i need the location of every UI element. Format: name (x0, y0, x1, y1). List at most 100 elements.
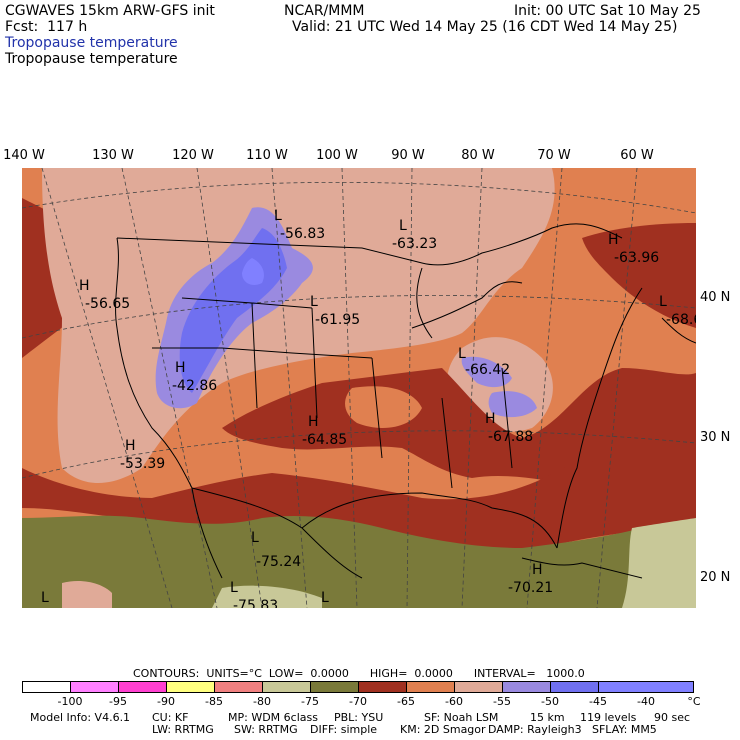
low-marker: L (251, 530, 259, 546)
colorbar-label: -65 (397, 695, 415, 708)
tropopause-temperature-map: H -56.65 L -56.83 L -63.23 H -63.96 L -6… (22, 168, 696, 608)
grid-spacing: 15 km (530, 711, 565, 724)
colorbar-label: -45 (589, 695, 607, 708)
colorbar-label: -100 (57, 695, 83, 708)
shading-minus-50 (488, 391, 537, 418)
lon-label: 140 W (3, 148, 45, 163)
colorbar-label: -75 (301, 695, 319, 708)
colorbar-swatch (454, 681, 503, 693)
vertical-levels: 119 levels (580, 711, 637, 724)
lat-label: 40 N (700, 290, 731, 305)
pbl-scheme: PBL: YSU (334, 711, 384, 724)
marker-value: -56.83 (280, 226, 325, 242)
low-marker: L (399, 218, 407, 234)
damping-option: DAMP: Rayleigh3 (488, 723, 582, 736)
colorbar-units: °C (687, 695, 701, 708)
colorbar-label: -55 (493, 695, 511, 708)
shading-minus-80 (212, 585, 322, 608)
coastlines-and-borders (115, 223, 696, 579)
marker-value: -67.88 (488, 429, 533, 445)
lon-label: 80 W (461, 148, 495, 163)
high-marker: H (608, 232, 619, 248)
diffusion-option: DIFF: simple (310, 723, 378, 736)
high-marker: H (175, 360, 186, 376)
lon-label: 130 W (92, 148, 134, 163)
model-title: CGWAVES 15km ARW-GFS init (5, 3, 215, 19)
colorbar-label: -95 (109, 695, 127, 708)
shading-minus-75 (22, 515, 696, 608)
low-marker: L (659, 294, 667, 310)
lat-label: 30 N (700, 430, 731, 445)
marker-value: -63.96 (614, 250, 659, 266)
cumulus-scheme: CU: KF (152, 711, 189, 724)
low-marker: L (274, 208, 282, 224)
shortwave-scheme: SW: RRTMG (234, 723, 298, 736)
shading-minus-65 (582, 223, 696, 328)
colorbar-swatch (598, 681, 694, 693)
colorbar-label: -40 (637, 695, 655, 708)
colorbar-swatch (358, 681, 407, 693)
high-marker: H (485, 411, 496, 427)
valid-time: Valid: 21 UTC Wed 14 May 25 (16 CDT Wed … (292, 19, 678, 35)
marker-value: -64.85 (302, 432, 347, 448)
colorbar-label: -85 (205, 695, 223, 708)
colorbar-label: -50 (541, 695, 559, 708)
shading-minus-80 (622, 518, 696, 608)
low-marker: L (321, 590, 329, 606)
marker-value: -66.42 (465, 362, 510, 378)
marker-value: -63.23 (392, 236, 437, 252)
surface-layer-option: SFLAY: MM5 (592, 723, 657, 736)
colorbar-swatch (262, 681, 311, 693)
colorbar-swatch (118, 681, 167, 693)
low-marker: L (230, 580, 238, 596)
colorbar-swatch (502, 681, 551, 693)
lat-lon-grid (22, 168, 696, 608)
time-step: 90 sec (654, 711, 691, 724)
contour-settings: CONTOURS: UNITS=°C LOW= 0.0000 HIGH= 0.0… (133, 667, 585, 680)
colorbar-label: -70 (349, 695, 367, 708)
model-version: Model Info: V4.6.1 (30, 711, 131, 724)
colorbar-swatch (70, 681, 119, 693)
marker-value: -75.24 (256, 554, 301, 570)
contour-field-label: Tropopause temperature (5, 51, 178, 67)
microphysics-scheme: MP: WDM 6class (228, 711, 318, 724)
colorbar-label: -90 (157, 695, 175, 708)
lon-label: 90 W (391, 148, 425, 163)
lat-label: 20 N (700, 570, 731, 585)
organization-label: NCAR/MMM (284, 3, 365, 19)
marker-value: -61.95 (315, 312, 360, 328)
marker-value: -42.86 (172, 378, 217, 394)
marker-value: -70.21 (508, 580, 553, 596)
marker-value: -75.83 (233, 598, 278, 608)
colorbar-swatch (22, 681, 71, 693)
high-marker: H (79, 278, 90, 294)
shading-minus-55 (62, 581, 112, 608)
forecast-hour: Fcst: 117 h (5, 19, 88, 35)
shaded-field-label: Tropopause temperature (5, 35, 178, 51)
high-marker: H (125, 438, 136, 454)
lon-label: 110 W (246, 148, 288, 163)
colorbar-label: -80 (253, 695, 271, 708)
shading-minus-65 (222, 368, 696, 493)
init-time: Init: 00 UTC Sat 10 May 25 (514, 3, 701, 19)
colorbar-label: -60 (445, 695, 463, 708)
surface-scheme: SF: Noah LSM (424, 711, 499, 724)
shading-minus-60 (345, 386, 422, 428)
low-marker: L (41, 590, 49, 606)
lon-label: 120 W (172, 148, 214, 163)
low-marker: L (310, 294, 318, 310)
lon-label: 70 W (537, 148, 571, 163)
marker-value: -53.39 (120, 456, 165, 472)
km-option: KM: 2D Smagor (400, 723, 486, 736)
colorbar-swatch (214, 681, 263, 693)
shading-minus-40 (242, 258, 264, 285)
colorbar-swatch (310, 681, 359, 693)
colorbar-swatch (550, 681, 599, 693)
colorbar-swatch (166, 681, 215, 693)
longwave-scheme: LW: RRTMG (152, 723, 214, 736)
marker-value: -68.6 (666, 312, 696, 328)
shading-minus-50 (461, 356, 512, 388)
marker-value: -56.65 (85, 296, 130, 312)
extrema-labels: H -56.65 L -56.83 L -63.23 H -63.96 L -6… (41, 208, 696, 608)
high-marker: H (532, 562, 543, 578)
